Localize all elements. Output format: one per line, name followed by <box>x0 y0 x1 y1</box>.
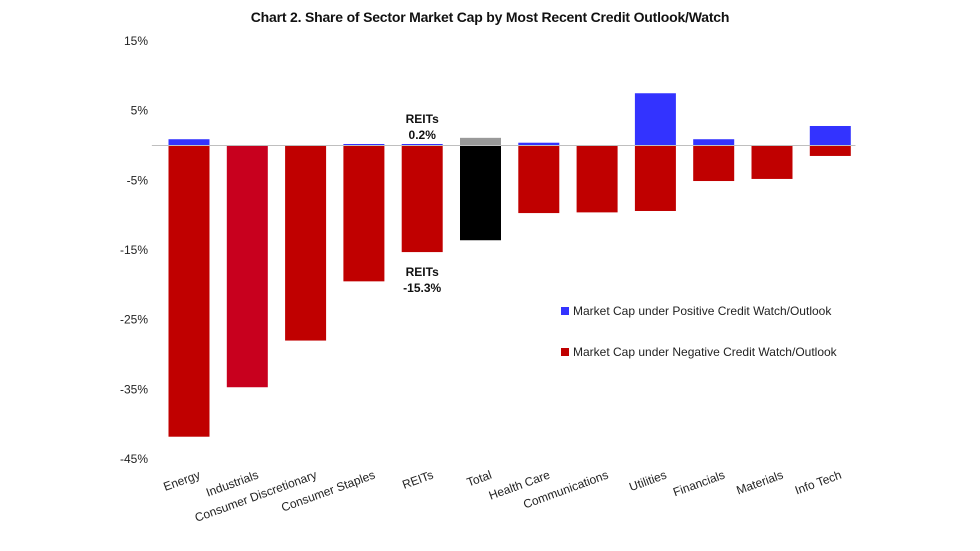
bar-positive-health-care <box>518 142 560 146</box>
annotations: REITs 0.2% REITs -15.3% <box>403 112 441 295</box>
y-tick-label: -45% <box>120 452 148 466</box>
y-tick-label: -25% <box>120 313 148 327</box>
bar-negative-reits <box>401 145 443 253</box>
legend-label: Market Cap under Negative Credit Watch/O… <box>573 345 838 359</box>
x-tick-label-utilities: Utilities <box>627 468 668 494</box>
bar-negative-consumer-discretionary <box>285 145 327 341</box>
bar-positive-reits <box>401 144 443 146</box>
legend-swatch <box>561 348 569 356</box>
legend-label: Market Cap under Positive Credit Watch/O… <box>573 304 832 318</box>
bar-negative-info-tech <box>809 145 851 156</box>
bar-positive-consumer-staples <box>343 144 385 146</box>
annotation-reits-positive-label: REITs <box>406 112 439 126</box>
y-tick-label: -35% <box>120 382 148 396</box>
annotation-reits-negative: REITs -15.3% <box>403 265 441 295</box>
bar-negative-utilities <box>634 145 676 211</box>
legend-swatch <box>561 307 569 315</box>
bar-positive-energy <box>168 139 210 146</box>
x-tick-label-reits: REITs <box>400 468 435 492</box>
x-tick-label-energy: Energy <box>162 468 203 494</box>
y-tick-label: 5% <box>131 104 149 118</box>
legend-item-negative: Market Cap under Negative Credit Watch/O… <box>561 345 838 359</box>
bar-negative-industrials <box>226 145 268 388</box>
bar-negative-consumer-staples <box>343 145 385 282</box>
bar-positive-info-tech <box>809 125 851 146</box>
bar-negative-communications <box>576 145 618 213</box>
bar-positive-total <box>460 137 501 146</box>
x-tick-label-total: Total <box>465 468 494 490</box>
annotation-reits-negative-value: -15.3% <box>403 281 441 295</box>
annotation-reits-positive-value: 0.2% <box>409 128 437 142</box>
y-axis: 15% 5% -5% -15% -25% -35% -45% <box>120 34 148 466</box>
bar-positive-utilities <box>634 93 676 146</box>
bars <box>168 93 851 437</box>
x-tick-label-materials: Materials <box>734 468 785 498</box>
x-tick-label-financials: Financials <box>671 468 727 500</box>
legend: Market Cap under Positive Credit Watch/O… <box>561 304 838 359</box>
bar-negative-total <box>460 145 501 241</box>
legend-item-positive: Market Cap under Positive Credit Watch/O… <box>561 304 832 318</box>
x-tick-label-info-tech: Info Tech <box>793 468 843 498</box>
annotation-reits-negative-label: REITs <box>406 265 439 279</box>
bar-negative-energy <box>168 145 210 437</box>
bar-positive-financials <box>693 139 735 146</box>
y-tick-label: -15% <box>120 243 148 257</box>
y-tick-label: -5% <box>127 173 149 187</box>
chart-title: Chart 2. Share of Sector Market Cap by M… <box>250 9 730 25</box>
bar-negative-financials <box>693 145 735 182</box>
bar-negative-health-care <box>518 145 560 214</box>
bar-negative-materials <box>751 145 793 179</box>
annotation-reits-positive: REITs 0.2% <box>406 112 439 142</box>
y-tick-label: 15% <box>124 34 148 48</box>
